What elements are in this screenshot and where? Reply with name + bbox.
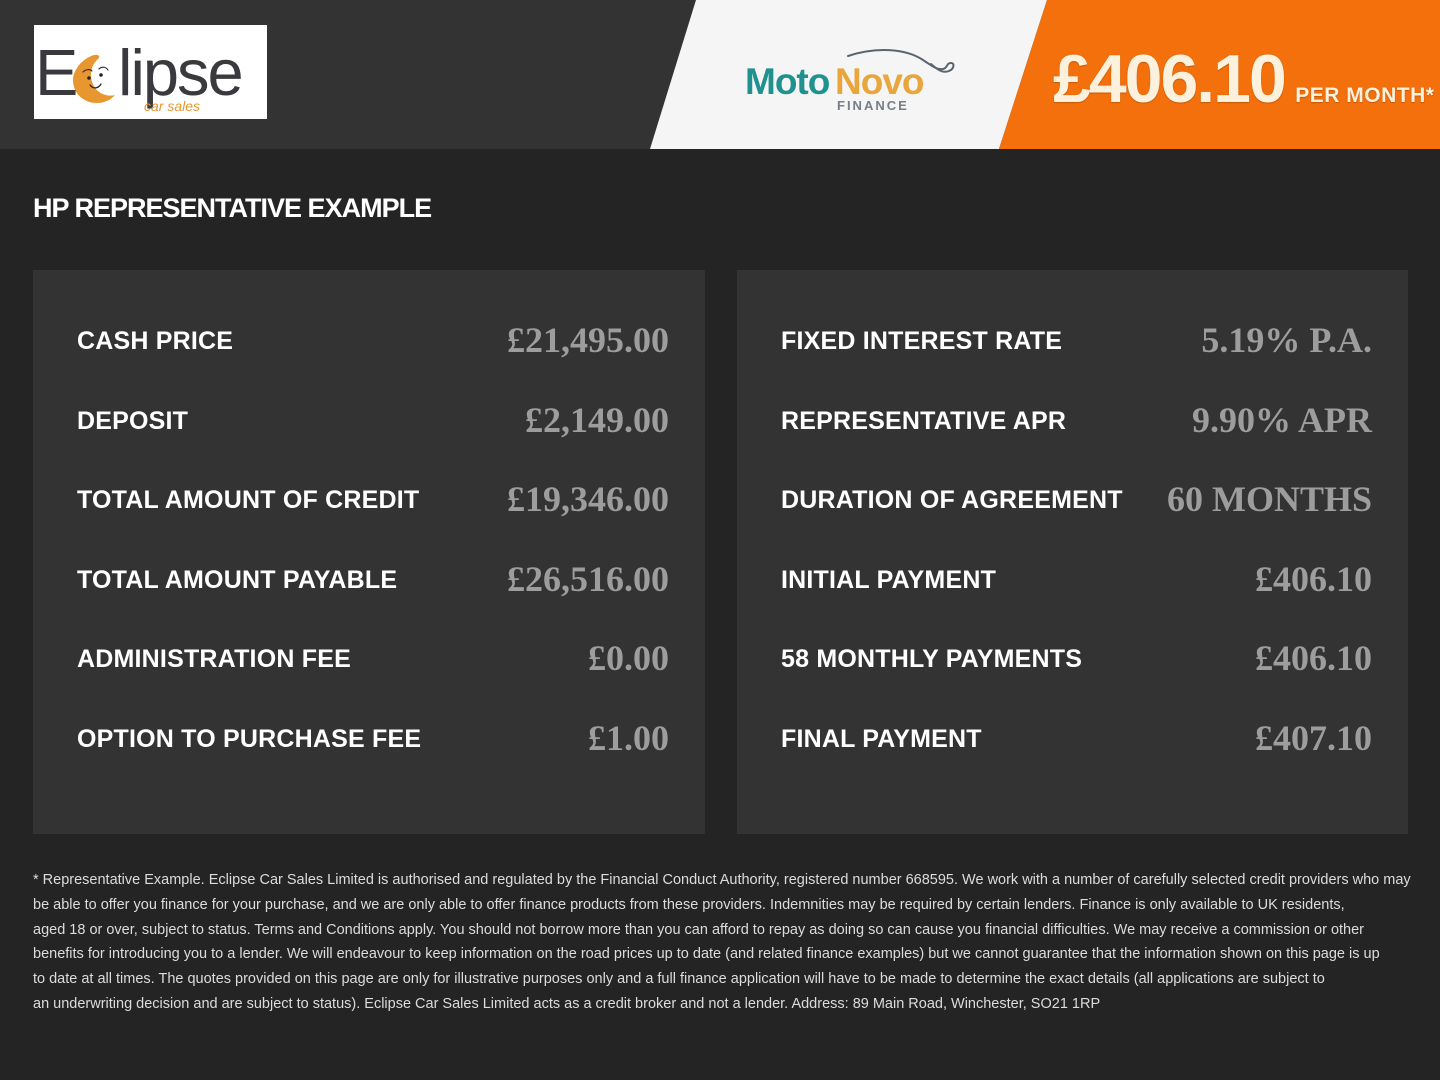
svg-text:Moto: Moto [745,61,830,102]
svg-text:car sales: car sales [144,98,200,114]
svg-text:E: E [35,36,76,109]
svg-text:Novo: Novo [835,61,924,102]
svg-text:FINANCE: FINANCE [837,98,909,112]
